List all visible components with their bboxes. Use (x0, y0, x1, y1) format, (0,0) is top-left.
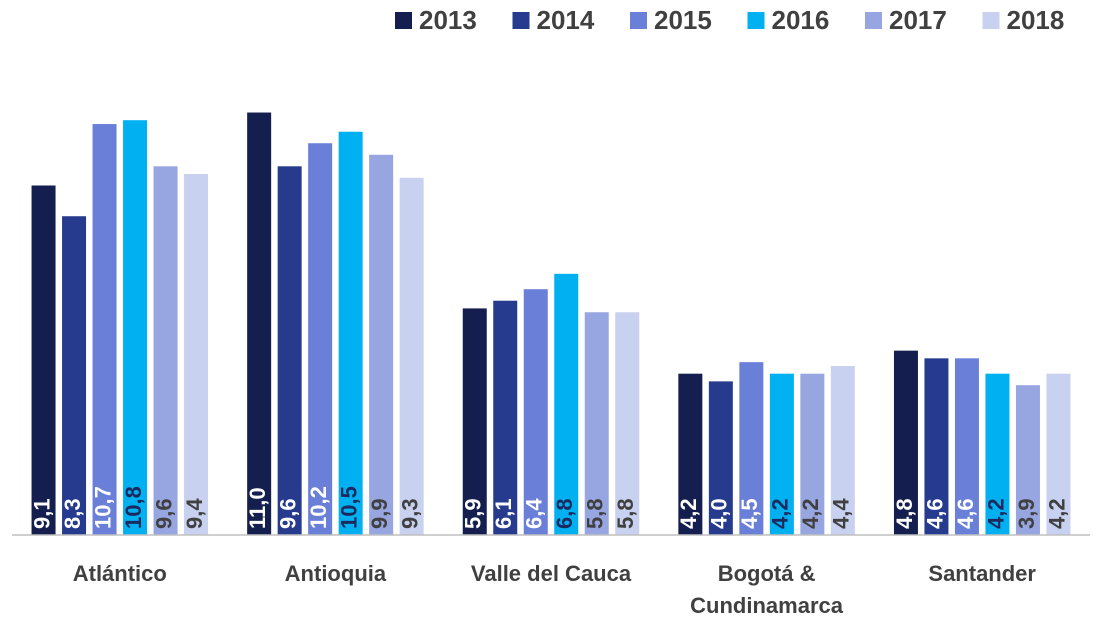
legend-swatch (747, 12, 765, 29)
value-label: 4,2 (798, 498, 823, 529)
bar (554, 273, 579, 535)
value-label: 4,6 (953, 498, 978, 529)
bar (1046, 373, 1071, 535)
bar (399, 177, 424, 536)
bar (369, 154, 394, 536)
value-label: 6,4 (522, 498, 547, 529)
value-label: 4,0 (707, 498, 732, 529)
value-label: 10,8 (121, 486, 146, 529)
bar (678, 373, 703, 535)
bar (954, 358, 979, 535)
legend-label: 2018 (1007, 5, 1065, 35)
value-label: 6,8 (552, 498, 577, 529)
value-label: 9,3 (397, 498, 422, 529)
bar (830, 366, 855, 535)
x-tick-label: Antioquia (284, 561, 387, 586)
bar (523, 289, 548, 535)
legend-swatch (630, 12, 647, 29)
bar (277, 166, 302, 535)
value-label: 10,5 (336, 486, 361, 529)
value-label: 5,8 (613, 498, 638, 529)
value-label: 9,9 (367, 498, 392, 529)
legend-swatch (865, 12, 882, 29)
bar (985, 373, 1010, 535)
bar (31, 185, 56, 535)
value-label: 9,4 (182, 498, 207, 529)
value-label: 9,1 (29, 498, 54, 529)
value-label: 5,8 (583, 498, 608, 529)
bar (308, 143, 333, 535)
value-label: 4,2 (676, 498, 701, 529)
value-label: 11,0 (245, 487, 270, 529)
legend-swatch (512, 12, 530, 29)
x-tick-label: Santander (928, 561, 1036, 586)
bar (92, 124, 117, 535)
bar (893, 350, 918, 535)
legend-label: 2014 (537, 5, 595, 35)
x-tick-label: Bogotá & Cundinamarca (690, 561, 843, 618)
value-label: 10,2 (306, 486, 331, 529)
bar (153, 166, 178, 535)
bar (800, 373, 825, 535)
bar (1015, 385, 1040, 535)
value-label: 4,5 (737, 498, 762, 529)
value-label: 10,7 (90, 486, 115, 529)
bar (615, 312, 640, 535)
bar (462, 308, 487, 535)
bar (708, 381, 733, 535)
legend-label: 2015 (654, 5, 712, 35)
bar (769, 373, 794, 535)
bar (924, 358, 949, 535)
bar (584, 312, 609, 535)
legend-swatch (395, 12, 412, 29)
value-label: 4,8 (892, 498, 917, 529)
bar (247, 112, 272, 535)
bar (739, 362, 764, 535)
value-label: 4,6 (922, 498, 947, 529)
x-tick-label: Valle del Cauca (470, 561, 632, 586)
value-label: 4,2 (983, 498, 1008, 529)
legend-swatch (982, 12, 1000, 29)
legend-label: 2017 (889, 5, 947, 35)
bar (123, 120, 148, 535)
x-tick-label: Atlántico (72, 561, 167, 586)
value-label: 4,4 (829, 498, 854, 529)
value-label: 4,2 (1044, 498, 1069, 529)
value-label: 9,6 (275, 498, 300, 529)
bar (493, 300, 518, 535)
value-label: 4,2 (768, 498, 793, 529)
value-label: 9,6 (151, 498, 176, 529)
value-label: 6,1 (491, 498, 516, 529)
legend-label: 2013 (419, 5, 477, 35)
value-label: 5,9 (461, 498, 486, 529)
value-label: 8,3 (60, 498, 85, 529)
bar (338, 131, 363, 536)
legend-label: 2016 (772, 5, 830, 35)
value-label: 3,9 (1014, 498, 1039, 529)
bar (184, 173, 209, 535)
bar (62, 216, 87, 535)
